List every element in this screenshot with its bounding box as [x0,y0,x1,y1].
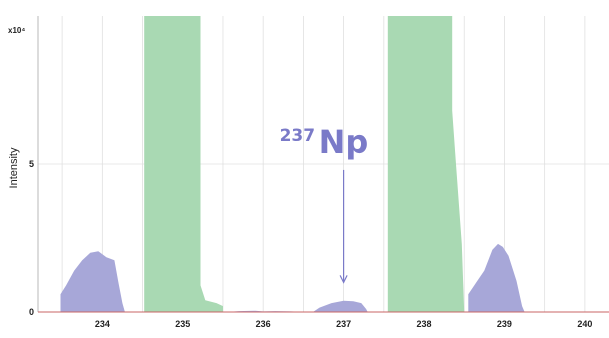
x-tick-label: 235 [175,319,190,329]
series-purple-peak-5 [468,243,525,312]
x-tick-label: 237 [336,319,351,329]
x-tick-label: 239 [497,319,512,329]
np237-annotation: 237 Np [280,123,369,284]
annotation-arrow-head [339,275,348,284]
series-purple-peak-4 [313,300,368,312]
y-multiplier-label: x10⁴ [8,26,25,35]
grid-lines [37,16,609,313]
series-purple-peak-3 [60,251,125,312]
y-axis-label: Intensity [8,147,20,188]
y-tick-label: 5 [29,159,34,169]
series-green-peak-2 [387,16,465,312]
x-tick-label: 234 [95,319,110,329]
annotation-element-symbol: Np [319,123,369,161]
x-tick-label: 240 [577,319,592,329]
annotation-mass-number: 237 [280,126,316,146]
y-tick-label: 0 [29,307,34,317]
series-green-peak-1 [144,16,223,312]
x-tick-label: 236 [256,319,271,329]
axis-ticks: 234 235 236 237 238 239 240 0 5 [29,159,592,329]
x-tick-label: 238 [417,319,432,329]
series-layer [60,16,525,312]
